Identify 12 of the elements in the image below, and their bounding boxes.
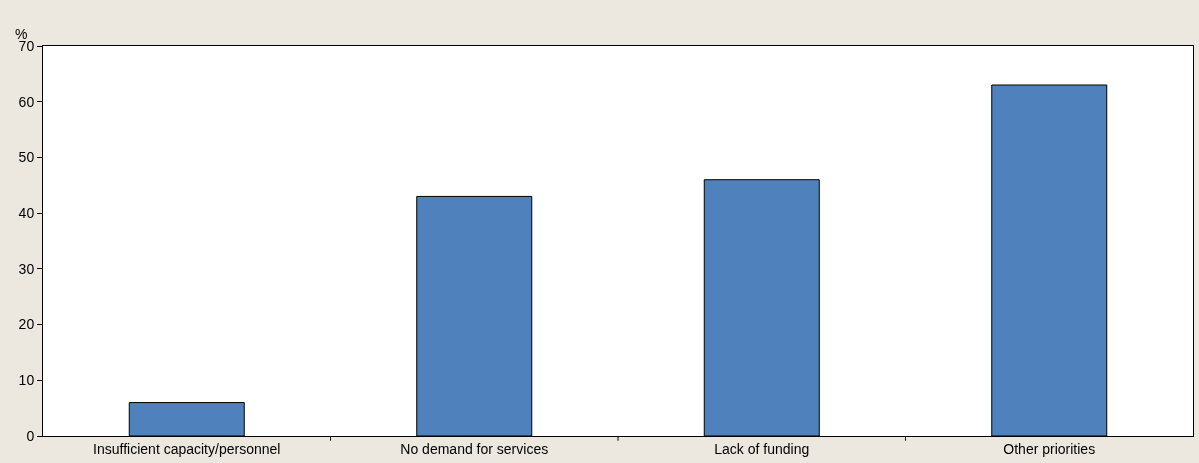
- x-tick-label: No demand for services: [400, 440, 549, 457]
- y-tick-label: 10: [18, 372, 35, 389]
- y-axis-title: %: [15, 26, 28, 42]
- y-tick-label: 0: [26, 427, 35, 444]
- x-tick-label: Other priorities: [1003, 440, 1096, 457]
- y-tick-label: 60: [18, 93, 35, 110]
- x-tick-label: Lack of funding: [714, 440, 810, 457]
- y-tick-label: 40: [18, 205, 35, 222]
- y-tick-label: 30: [18, 260, 35, 277]
- x-tick-label: Insufficient capacity/personnel: [93, 440, 281, 457]
- y-tick-label: 20: [18, 316, 35, 333]
- y-tick-label: 50: [18, 149, 35, 166]
